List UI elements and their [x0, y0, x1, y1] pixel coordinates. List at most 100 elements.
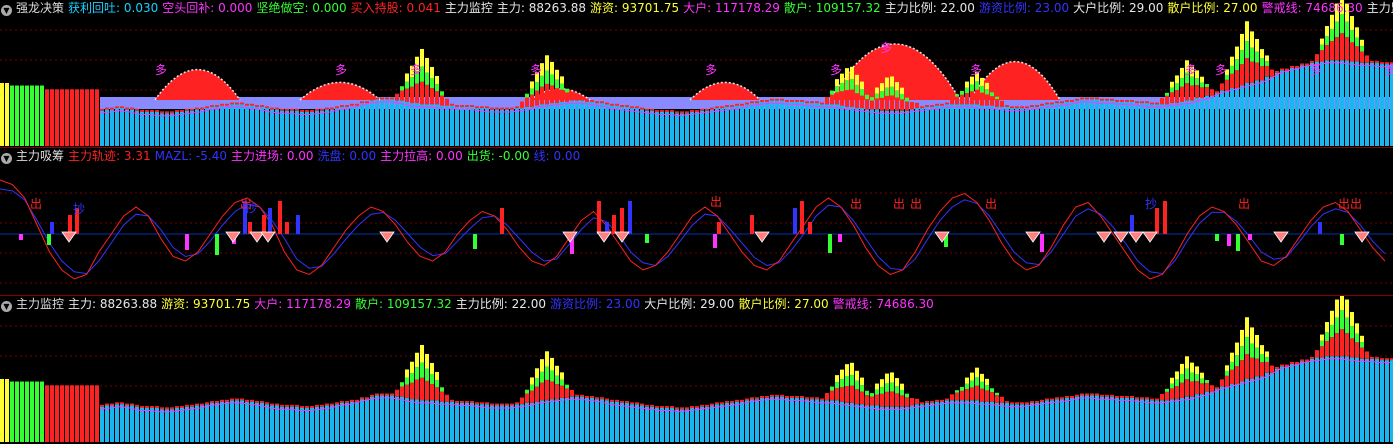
cyan-bar — [1140, 103, 1144, 146]
cyan-bar — [1355, 61, 1359, 146]
collapse-icon[interactable]: ▼ — [1, 153, 12, 164]
red-bar — [1025, 402, 1029, 405]
cyan-bar — [405, 397, 409, 442]
cyan-bar — [230, 104, 234, 146]
yellow-bar — [840, 369, 844, 380]
cyan-bar — [1370, 358, 1374, 442]
up-bar — [243, 201, 247, 234]
red-bar — [830, 390, 834, 401]
red-bar — [190, 404, 194, 407]
red-bar — [260, 105, 264, 107]
red-bar — [255, 401, 259, 403]
cyan-bar — [205, 108, 209, 146]
red-bar — [445, 98, 449, 106]
red-bar — [1015, 106, 1019, 109]
signal-label-duo: 多 — [1215, 63, 1227, 77]
diamond-icon — [1142, 231, 1158, 243]
yellow-bar — [975, 71, 979, 82]
red-bar — [815, 101, 819, 104]
red-bar — [175, 110, 179, 112]
alert-line — [99, 358, 1390, 413]
red-bar — [1235, 366, 1239, 385]
up-bar — [278, 201, 282, 234]
yellow-bar — [5, 379, 9, 442]
down-bar — [1215, 234, 1219, 241]
yellow-bar — [405, 369, 409, 378]
cyan-bar — [135, 406, 139, 442]
red-bar — [870, 396, 874, 406]
cyan-bar — [1335, 60, 1339, 146]
red-bar — [545, 379, 549, 401]
red-bar — [855, 389, 859, 405]
cyan-bar — [1280, 70, 1284, 146]
red-bar — [1245, 58, 1249, 83]
red-bar — [1345, 333, 1349, 357]
cyan-bar — [1050, 400, 1054, 442]
diamond-icon — [596, 231, 612, 243]
red-bar — [965, 389, 969, 401]
red-bar — [1280, 68, 1284, 71]
red-bar — [475, 402, 479, 405]
red-bar — [790, 396, 794, 398]
green-bar — [1350, 326, 1354, 339]
up-bar — [605, 222, 609, 234]
yellow-bar — [0, 83, 4, 146]
red-bar — [165, 111, 169, 114]
signal-label-duo: 多 — [1385, 63, 1393, 77]
yellow-bar — [555, 69, 559, 80]
red-bar — [410, 86, 414, 104]
red-bar — [1160, 98, 1164, 105]
yellow-bar — [530, 377, 534, 385]
yellow-bar — [1265, 55, 1269, 62]
cyan-bar — [895, 110, 899, 146]
red-bar — [65, 385, 69, 442]
red-bar — [920, 402, 924, 405]
red-bar — [240, 102, 244, 105]
panel3-title: 主力监控 — [16, 297, 65, 311]
cyan-bar — [395, 100, 399, 146]
red-bar — [785, 396, 789, 398]
red-bar — [480, 106, 484, 109]
cyan-bar — [1350, 357, 1354, 442]
collapse-icon[interactable]: ▼ — [1, 301, 12, 312]
cyan-bar — [675, 113, 679, 146]
red-bar — [1240, 360, 1244, 382]
red-bar — [130, 403, 134, 406]
red-bar — [800, 100, 804, 102]
cyan-bar — [385, 99, 389, 146]
red-bar — [890, 391, 894, 407]
red-bar — [280, 108, 284, 111]
red-bar — [235, 398, 239, 401]
cyan-bar — [660, 111, 664, 146]
yellow-bar — [1340, 0, 1344, 15]
red-bar — [125, 403, 129, 406]
panel1-header: ▼ 强龙决策 获利回吐: 0.030 空头回补: 0.000 坚绝做空: 0.000 买入… — [0, 0, 1393, 16]
cyan-bar — [1035, 402, 1039, 442]
cyan-bar — [370, 100, 374, 146]
green-bar — [1335, 21, 1339, 38]
cyan-bar — [1310, 62, 1314, 147]
red-bar — [840, 387, 844, 402]
yellow-bar — [1250, 327, 1254, 344]
red-bar — [100, 404, 104, 407]
yellow-bar — [860, 81, 864, 90]
red-bar — [1005, 401, 1009, 403]
cyan-bar — [110, 109, 114, 146]
cyan-bar — [1370, 62, 1374, 147]
cyan-bar — [850, 402, 854, 442]
collapse-icon[interactable]: ▼ — [1, 5, 12, 16]
signal-label-duo: 多 — [830, 63, 842, 77]
cyan-bar — [1155, 400, 1159, 442]
red-bar — [625, 401, 629, 403]
cyan-bar — [645, 110, 649, 146]
cyan-bar — [955, 400, 959, 442]
red-bar — [360, 101, 364, 104]
green-bar — [40, 381, 44, 442]
cyan-bar — [495, 405, 499, 442]
cyan-bar — [750, 103, 754, 146]
red-bar — [1105, 394, 1109, 397]
panel1-item: 大户: 117178.29 — [683, 1, 780, 15]
cyan-bar — [1215, 93, 1219, 146]
red-bar — [200, 107, 204, 110]
cyan-bar — [410, 103, 414, 146]
